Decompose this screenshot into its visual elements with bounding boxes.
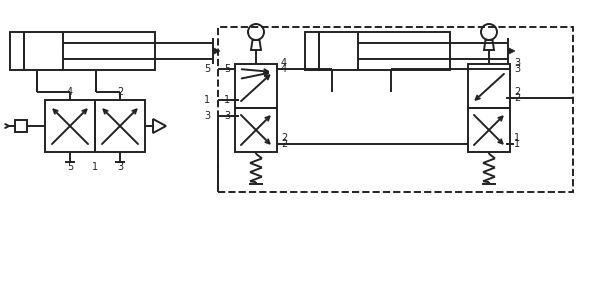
Text: 2: 2: [281, 139, 287, 149]
Text: 1: 1: [514, 133, 520, 143]
Text: 5: 5: [67, 162, 73, 172]
Bar: [319, 32, 450, 70]
Text: 2: 2: [117, 87, 123, 97]
Text: 2: 2: [514, 87, 520, 97]
Bar: [235, 64, 277, 108]
Text: 1: 1: [92, 162, 98, 172]
Bar: [45, 100, 95, 152]
Bar: [468, 64, 510, 108]
Text: 3: 3: [514, 58, 520, 68]
Bar: [235, 108, 277, 152]
Bar: [10, 32, 24, 70]
Text: 2: 2: [281, 133, 287, 143]
Bar: [15, 120, 27, 132]
Bar: [95, 100, 145, 152]
Text: 4: 4: [67, 87, 73, 97]
Text: 1: 1: [514, 139, 520, 149]
Text: 4: 4: [281, 58, 287, 68]
Text: 3: 3: [514, 64, 520, 74]
Text: 3: 3: [224, 111, 230, 121]
Text: 5: 5: [204, 64, 210, 74]
Bar: [305, 32, 319, 70]
Text: 2: 2: [514, 93, 520, 103]
Bar: [468, 108, 510, 152]
Bar: [218, 27, 573, 192]
Text: 3: 3: [204, 111, 210, 121]
Polygon shape: [213, 47, 220, 55]
Polygon shape: [508, 47, 515, 55]
Text: 5: 5: [224, 64, 230, 74]
Text: 1: 1: [224, 95, 230, 105]
Text: 4: 4: [281, 64, 287, 74]
Text: 3: 3: [117, 162, 123, 172]
Bar: [24, 32, 155, 70]
Text: 1: 1: [204, 95, 210, 105]
